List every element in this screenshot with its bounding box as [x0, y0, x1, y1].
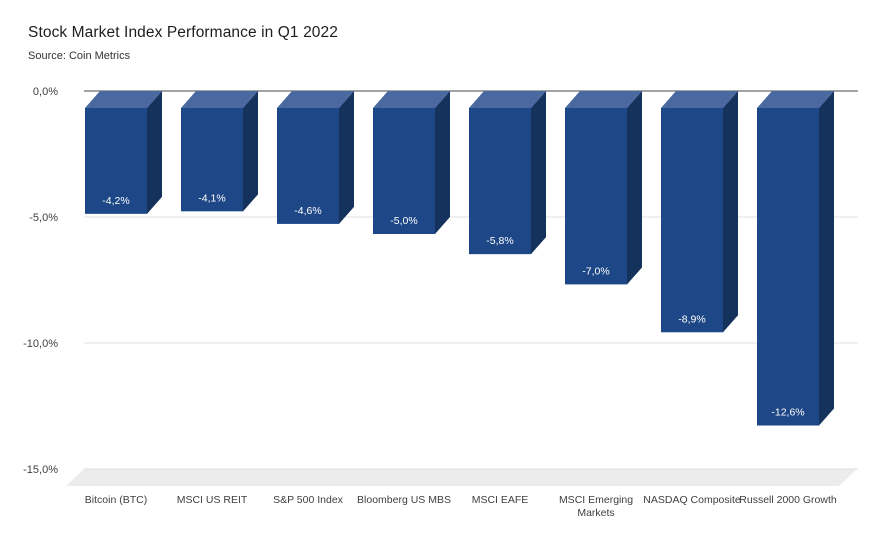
y-axis-tick-label: -15,0% [23, 464, 58, 476]
bar-side-face-bitcoin-btc [147, 91, 162, 214]
chart-title: Stock Market Index Performance in Q1 202… [28, 24, 338, 41]
bar-side-face-nasdaq-composite [723, 91, 738, 333]
bar-side-face-russell-2000-growth [819, 91, 834, 426]
bar-side-face-msci-emerging [627, 91, 642, 285]
x-axis-category-label: S&P 500 Index [273, 494, 344, 506]
bar-value-label: -4,6% [294, 205, 321, 217]
bar-msci-eafe [469, 108, 531, 255]
x-axis-category-line: MSCI Emerging [559, 494, 633, 506]
bar-russell-2000-growth [757, 108, 819, 426]
bar-top-face-bloomberg-us-mbs [373, 91, 450, 108]
bar-side-face-bloomberg-us-mbs [435, 91, 450, 234]
y-axis-tick-label: -10,0% [23, 338, 58, 350]
x-axis-category-label: MSCI US REIT [177, 494, 248, 506]
bar-value-label: -5,8% [486, 235, 513, 247]
bar-value-label: -5,0% [390, 215, 417, 227]
bar-top-face-nasdaq-composite [661, 91, 738, 108]
bar-value-label: -4,2% [102, 195, 129, 207]
bar-side-face-msci-eafe [531, 91, 546, 255]
chart-floor [66, 469, 857, 486]
x-axis-category-label: Russell 2000 Growth [739, 494, 837, 506]
bar-top-face-bitcoin-btc [85, 91, 162, 108]
y-axis-tick-label: 0,0% [33, 86, 58, 98]
bar-msci-emerging [565, 108, 627, 285]
bar-top-face-russell-2000-growth [757, 91, 834, 108]
x-axis-category-line: MSCI US REIT [177, 494, 248, 506]
bar-top-face-msci-us-reit [181, 91, 258, 108]
bar-s-p-500-index [277, 108, 339, 224]
bar-side-face-s-p-500-index [339, 91, 354, 224]
x-axis-category-label: NASDAQ Composite [643, 494, 741, 506]
bar-top-face-s-p-500-index [277, 91, 354, 108]
x-axis-category-line: S&P 500 Index [273, 494, 344, 506]
bar-value-label: -7,0% [582, 265, 609, 277]
x-axis-category-label: Bloomberg US MBS [357, 494, 451, 506]
x-axis-category-line: MSCI EAFE [472, 494, 529, 506]
bar-top-face-msci-eafe [469, 91, 546, 108]
bar-value-label: -8,9% [678, 313, 705, 325]
bar-value-label: -4,1% [198, 192, 225, 204]
bar-bloomberg-us-mbs [373, 108, 435, 234]
x-axis-category-line: Bloomberg US MBS [357, 494, 451, 506]
bar-side-face-msci-us-reit [243, 91, 258, 212]
x-axis-category-label: Bitcoin (BTC) [85, 494, 147, 506]
bar-top-face-msci-emerging [565, 91, 642, 108]
x-axis-category-label: MSCI EAFE [472, 494, 529, 506]
chart-source: Source: Coin Metrics [28, 50, 131, 62]
x-axis-category-line: Markets [577, 507, 614, 519]
x-axis-category-label: MSCI Emerging Markets [559, 494, 633, 519]
y-axis-tick-label: -5,0% [29, 212, 58, 224]
x-axis-category-line: Russell 2000 Growth [739, 494, 837, 506]
x-axis-category-line: NASDAQ Composite [643, 494, 741, 506]
bar-value-label: -12,6% [771, 407, 804, 419]
bar-nasdaq-composite [661, 108, 723, 333]
bar-bitcoin-btc [85, 108, 147, 214]
bar-msci-us-reit [181, 108, 243, 212]
x-axis-category-line: Bitcoin (BTC) [85, 494, 147, 506]
